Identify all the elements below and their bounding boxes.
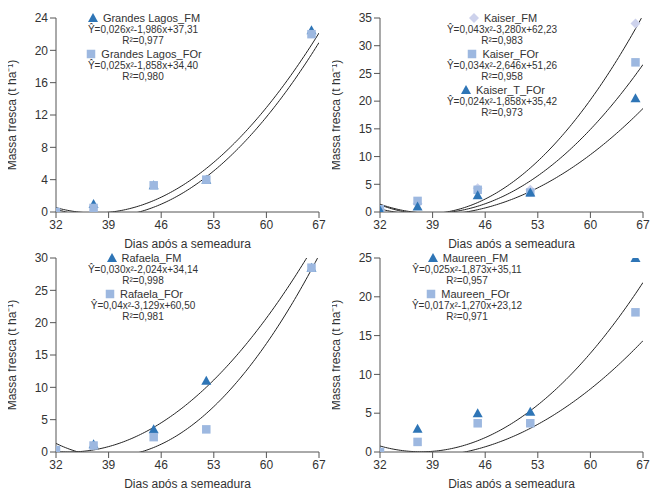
html-text:R²=0,973: R²=0,973 bbox=[481, 107, 523, 118]
svg-text:5: 5 bbox=[365, 178, 372, 192]
html-text:Rafaela_FOr: Rafaela_FOr bbox=[120, 287, 183, 300]
svg-text:67: 67 bbox=[312, 218, 326, 232]
html-text:R²=0,957: R²=0,957 bbox=[446, 275, 488, 286]
html-text:Maureen_FM: Maureen_FM bbox=[442, 251, 509, 264]
svg-text:39: 39 bbox=[102, 218, 116, 232]
svg-text:20: 20 bbox=[35, 44, 49, 58]
svg-text:53: 53 bbox=[207, 458, 221, 472]
html-text:Ŷ=0,017x²-1,270x+23,12: Ŷ=0,017x²-1,270x+23,12 bbox=[412, 300, 522, 311]
svg-text:32: 32 bbox=[373, 458, 387, 472]
html-text:R²=0,998: R²=0,998 bbox=[122, 275, 164, 286]
svg-text:20: 20 bbox=[35, 316, 49, 330]
svg-text:25: 25 bbox=[35, 284, 49, 298]
svg-text:25: 25 bbox=[359, 67, 373, 81]
svg-text:15: 15 bbox=[359, 122, 373, 136]
html-text:Ŷ=0,025x²-1,873x+35,11: Ŷ=0,025x²-1,873x+35,11 bbox=[412, 264, 522, 275]
svg-text:32: 32 bbox=[49, 218, 63, 232]
svg-text:0: 0 bbox=[41, 205, 48, 219]
html-text:R²=0,971: R²=0,971 bbox=[446, 311, 488, 322]
html-text:Ŷ=0,043x²-3,280x+62,23: Ŷ=0,043x²-3,280x+62,23 bbox=[447, 24, 557, 35]
svg-text:67: 67 bbox=[636, 458, 650, 472]
html-text:Ŷ=0,04x²-3,129x+60,50: Ŷ=0,04x²-3,129x+60,50 bbox=[90, 300, 196, 311]
svg-text:20: 20 bbox=[359, 94, 373, 108]
html-text:Ŷ=0,025x²-1,858x+34,40: Ŷ=0,025x²-1,858x+34,40 bbox=[88, 60, 198, 71]
html-text:R²=0,958: R²=0,958 bbox=[481, 71, 523, 82]
svg-text:Massa fresca (t ha⁻¹): Massa fresca (t ha⁻¹) bbox=[332, 300, 343, 411]
svg-text:Massa fresca (t ha⁻¹): Massa fresca (t ha⁻¹) bbox=[8, 60, 19, 171]
html-text:Ŷ=0,026x²-1,986x+37,31: Ŷ=0,026x²-1,986x+37,31 bbox=[88, 24, 198, 35]
svg-text:15: 15 bbox=[359, 329, 373, 343]
html-text:Rafaela_FM: Rafaela_FM bbox=[121, 251, 182, 264]
html-text:R²=0,981: R²=0,981 bbox=[122, 311, 164, 322]
html-text:R²=0,977: R²=0,977 bbox=[122, 35, 164, 46]
svg-text:53: 53 bbox=[531, 218, 545, 232]
svg-text:39: 39 bbox=[426, 458, 440, 472]
svg-text:10: 10 bbox=[35, 381, 49, 395]
html-text:Maureen_FOr: Maureen_FOr bbox=[441, 287, 510, 300]
svg-text:5: 5 bbox=[41, 413, 48, 427]
svg-text:39: 39 bbox=[426, 218, 440, 232]
svg-text:Dias após a semeadura: Dias após a semeadura bbox=[124, 477, 251, 488]
svg-text:60: 60 bbox=[260, 458, 274, 472]
svg-text:35: 35 bbox=[359, 11, 373, 25]
html-text:R²=0,980: R²=0,980 bbox=[122, 71, 164, 82]
svg-text:4: 4 bbox=[41, 173, 48, 187]
html-text:Kaiser_FOr: Kaiser_FOr bbox=[482, 47, 539, 60]
svg-text:0: 0 bbox=[365, 445, 372, 459]
html-text:R²=0,983: R²=0,983 bbox=[481, 35, 523, 46]
svg-text:46: 46 bbox=[479, 218, 493, 232]
html-text:Grandes Lagos_FM: Grandes Lagos_FM bbox=[102, 11, 201, 24]
svg-text:46: 46 bbox=[155, 218, 169, 232]
svg-text:Massa fresca (t ha⁻¹): Massa fresca (t ha⁻¹) bbox=[332, 60, 343, 171]
svg-text:Dias após a semeadura: Dias após a semeadura bbox=[124, 237, 251, 248]
html-text:Ŷ=0,034x²-2,646x+51,26: Ŷ=0,034x²-2,646x+51,26 bbox=[447, 60, 557, 71]
html-text:Kaiser_FM: Kaiser_FM bbox=[483, 11, 538, 24]
svg-text:60: 60 bbox=[260, 218, 274, 232]
svg-text:60: 60 bbox=[584, 218, 598, 232]
svg-text:24: 24 bbox=[35, 11, 49, 25]
html-text:Ŷ=0,024x²-1,858x+35,42: Ŷ=0,024x²-1,858x+35,42 bbox=[447, 96, 557, 107]
svg-text:Dias após a semeadura: Dias após a semeadura bbox=[448, 237, 575, 248]
svg-text:67: 67 bbox=[636, 218, 650, 232]
svg-text:15: 15 bbox=[35, 348, 49, 362]
svg-text:32: 32 bbox=[373, 218, 387, 232]
html-text:Grandes Lagos_FOr: Grandes Lagos_FOr bbox=[101, 47, 202, 60]
html-text:Ŷ=0,030x²-2,024x+34,14: Ŷ=0,030x²-2,024x+34,14 bbox=[88, 264, 198, 275]
svg-text:20: 20 bbox=[359, 290, 373, 304]
svg-text:46: 46 bbox=[155, 458, 169, 472]
svg-text:Massa fresca (t ha⁻¹): Massa fresca (t ha⁻¹) bbox=[8, 300, 19, 411]
svg-text:32: 32 bbox=[49, 458, 63, 472]
svg-text:53: 53 bbox=[207, 218, 221, 232]
svg-text:67: 67 bbox=[312, 458, 326, 472]
svg-text:16: 16 bbox=[35, 76, 49, 90]
svg-text:60: 60 bbox=[584, 458, 598, 472]
html-text:Kaiser_T_FOr: Kaiser_T_FOr bbox=[476, 83, 545, 96]
svg-text:30: 30 bbox=[35, 251, 49, 265]
svg-text:12: 12 bbox=[35, 108, 49, 122]
svg-text:10: 10 bbox=[359, 150, 373, 164]
svg-text:0: 0 bbox=[365, 205, 372, 219]
svg-text:46: 46 bbox=[479, 458, 493, 472]
svg-text:30: 30 bbox=[359, 39, 373, 53]
svg-text:0: 0 bbox=[41, 445, 48, 459]
svg-text:53: 53 bbox=[531, 458, 545, 472]
svg-text:8: 8 bbox=[41, 141, 48, 155]
svg-text:39: 39 bbox=[102, 458, 116, 472]
svg-text:Dias após a semeadura: Dias após a semeadura bbox=[448, 477, 575, 488]
svg-text:25: 25 bbox=[359, 251, 373, 265]
svg-text:10: 10 bbox=[359, 368, 373, 382]
svg-text:5: 5 bbox=[365, 406, 372, 420]
